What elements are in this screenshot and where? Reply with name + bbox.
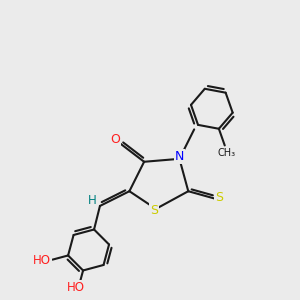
Text: HO: HO [33, 254, 51, 266]
Text: CH₃: CH₃ [217, 148, 235, 158]
Text: S: S [150, 204, 158, 217]
Text: N: N [175, 150, 184, 163]
Text: S: S [215, 190, 223, 204]
Text: H: H [88, 194, 97, 207]
Text: HO: HO [67, 281, 85, 294]
Text: O: O [111, 133, 121, 146]
